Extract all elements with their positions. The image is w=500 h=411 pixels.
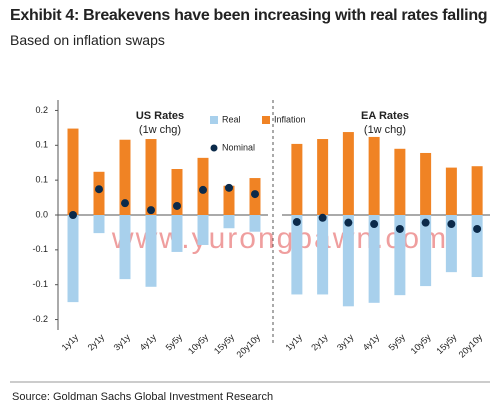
dot <box>225 183 233 192</box>
legend-label: Real <box>222 114 241 124</box>
dot <box>199 185 207 194</box>
dot <box>421 218 430 227</box>
bar <box>394 148 406 215</box>
dot <box>344 218 353 227</box>
x-tick-label: 3y1y <box>112 332 133 353</box>
x-tick-label: 5y5y <box>386 332 407 353</box>
x-tick-label: 3y1y <box>335 332 356 353</box>
bar <box>368 215 380 303</box>
dot <box>318 213 327 222</box>
dot <box>69 211 77 219</box>
x-tick-label: 20y10y <box>234 332 262 360</box>
bar <box>93 215 105 234</box>
x-tick-label: 2y1y <box>86 332 107 353</box>
bar <box>420 215 432 287</box>
bar <box>445 167 457 215</box>
bar <box>368 136 380 215</box>
y-tick-label: 0.2 <box>35 105 48 115</box>
watermark: www.yurongpawn.com <box>111 222 448 255</box>
x-tick-label: 4y1y <box>138 332 159 353</box>
subtitle: Based on inflation swaps <box>10 32 165 48</box>
bar <box>145 215 157 287</box>
bar <box>317 139 329 215</box>
panel-title: EA Rates <box>361 110 409 122</box>
bar <box>394 215 406 296</box>
bar <box>93 171 105 215</box>
x-tick-label: 10y5y <box>409 332 433 356</box>
bar <box>171 215 183 252</box>
header: Exhibit 4: Breakevens have been increasi… <box>10 6 490 48</box>
dot <box>147 206 155 215</box>
dot <box>292 217 301 226</box>
dot <box>473 224 482 233</box>
bar <box>317 215 329 295</box>
x-tick-label: 15y5y <box>434 332 458 356</box>
y-tick-label: 0.1 <box>35 140 48 150</box>
y-tick-label: -0.1 <box>32 279 48 289</box>
x-tick-label: 20y10y <box>457 332 485 360</box>
y-tick-label: -0.1 <box>32 244 48 254</box>
bar <box>342 132 354 215</box>
bar <box>197 215 209 245</box>
legend-marker <box>262 116 270 124</box>
x-tick-label: 5y5y <box>164 332 185 353</box>
dot <box>121 199 129 208</box>
x-tick-label: 1y1y <box>60 332 81 353</box>
dot <box>173 201 181 210</box>
x-tick-label: 10y5y <box>186 332 210 356</box>
y-tick-label: 0.0 <box>35 209 48 219</box>
dot <box>95 185 103 194</box>
bar <box>342 215 354 307</box>
bar <box>471 166 483 215</box>
legend-label: Inflation <box>274 114 306 124</box>
x-tick-label: 4y1y <box>361 332 382 353</box>
y-tick-label: 0.1 <box>35 175 48 185</box>
bar <box>291 143 303 215</box>
bar <box>171 169 183 215</box>
bar <box>471 215 483 278</box>
bar <box>119 215 131 280</box>
bar <box>249 215 261 232</box>
x-tick-label: 2y1y <box>309 332 330 353</box>
bar <box>223 185 235 215</box>
legend-marker <box>210 116 218 124</box>
y-tick-label: -0.2 <box>32 314 48 324</box>
source: Source: Goldman Sachs Global Investment … <box>12 391 273 403</box>
dot <box>370 220 379 229</box>
panel-subtitle: (1w chg) <box>139 124 181 136</box>
dot <box>395 224 404 233</box>
panel-subtitle: (1w chg) <box>364 124 406 136</box>
title: Exhibit 4: Breakevens have been increasi… <box>10 7 488 24</box>
bar <box>67 128 79 215</box>
bar <box>67 215 79 303</box>
bar <box>119 139 131 215</box>
x-tick-label: 1y1y <box>283 332 304 353</box>
dot <box>251 190 259 199</box>
dot <box>447 220 456 229</box>
bar <box>145 139 157 215</box>
bar <box>420 152 432 215</box>
panel-title: US Rates <box>136 110 184 122</box>
legend-label: Nominal <box>222 142 255 152</box>
legend-marker <box>210 144 218 152</box>
bar <box>291 215 303 295</box>
bar <box>223 215 235 229</box>
x-tick-label: 15y5y <box>212 332 236 356</box>
bar <box>445 215 457 273</box>
